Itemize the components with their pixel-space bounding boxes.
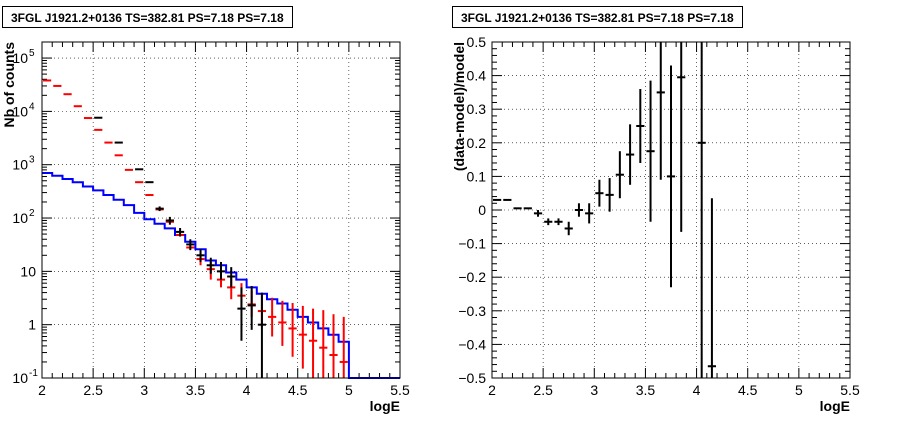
y-axis-label: (data-model)/model [451,42,467,171]
x-tick-label: 5.5 [390,382,410,398]
x-tick-label: 5.5 [840,382,860,398]
y-tick-label: −0.4 [458,336,486,352]
x-tick-label: 4.5 [288,382,308,398]
x-axis-label: logE [370,398,400,414]
residuals-chart-title: 3FGL J1921.2+0136 TS=382.81 PS=7.18 PS=7… [452,6,743,28]
y-tick-exponent: -1 [29,368,38,379]
x-tick-label: 3 [140,382,148,398]
x-tick-label: 5 [795,382,803,398]
y-tick-exponent: 3 [29,155,35,166]
y-tick-label: 0.3 [467,101,487,117]
plot-frame [41,41,401,379]
y-tick-label: 0.2 [467,135,487,151]
y-tick-label: 10 [20,263,36,279]
series-0 [493,42,717,378]
y-tick-label: −0.1 [458,236,486,252]
series-1 [43,79,348,378]
y-tick-label: 10 [12,210,28,226]
y-tick-label: −0.2 [458,269,486,285]
axis-ticks [41,41,401,379]
grid [492,42,850,378]
x-tick-label: 4.5 [738,382,758,398]
x-axis-label: logE [820,398,850,414]
grid [42,42,400,378]
plot-frame [491,41,851,379]
y-tick-label: 10 [12,370,28,386]
x-tick-label: 2 [38,382,46,398]
y-tick-label: 0.5 [467,34,487,50]
y-tick-label: −0.5 [458,370,486,386]
residuals-panel: 2 2.5 3 3.5 4 4.5 5 5.5 −0.5 −0.4 −0.3 −0.2 −0.1 0 0.1… [451,34,860,414]
y-tick-label: 10 [12,103,28,119]
y-tick-exponent: 2 [29,208,35,219]
y-axis-label: Nb of counts [1,42,17,128]
y-tick-exponent: 5 [29,48,35,59]
y-tick-label: 0.4 [467,68,487,84]
x-tick-label: 4 [243,382,251,398]
y-tick-exponent: 4 [29,101,35,112]
y-tick-label: 10 [12,157,28,173]
series-2 [94,116,267,378]
x-tick-label: 2 [488,382,496,398]
x-tick-label: 5 [345,382,353,398]
y-tick-label: −0.3 [458,303,486,319]
x-tick-label: 3 [590,382,598,398]
x-tick-label: 3.5 [636,382,656,398]
x-tick-label: 2.5 [83,382,103,398]
y-tick-label: 10 [12,50,28,66]
x-tick-label: 2.5 [533,382,553,398]
counts-chart-title: 3FGL J1921.2+0136 TS=382.81 PS=7.18 PS=7… [2,6,293,28]
y-tick-label: 0.1 [467,168,487,184]
x-tick-label: 3.5 [186,382,206,398]
x-tick-label: 4 [693,382,701,398]
y-tick-label: 0 [478,202,486,218]
y-tick-label: 1 [28,317,36,333]
